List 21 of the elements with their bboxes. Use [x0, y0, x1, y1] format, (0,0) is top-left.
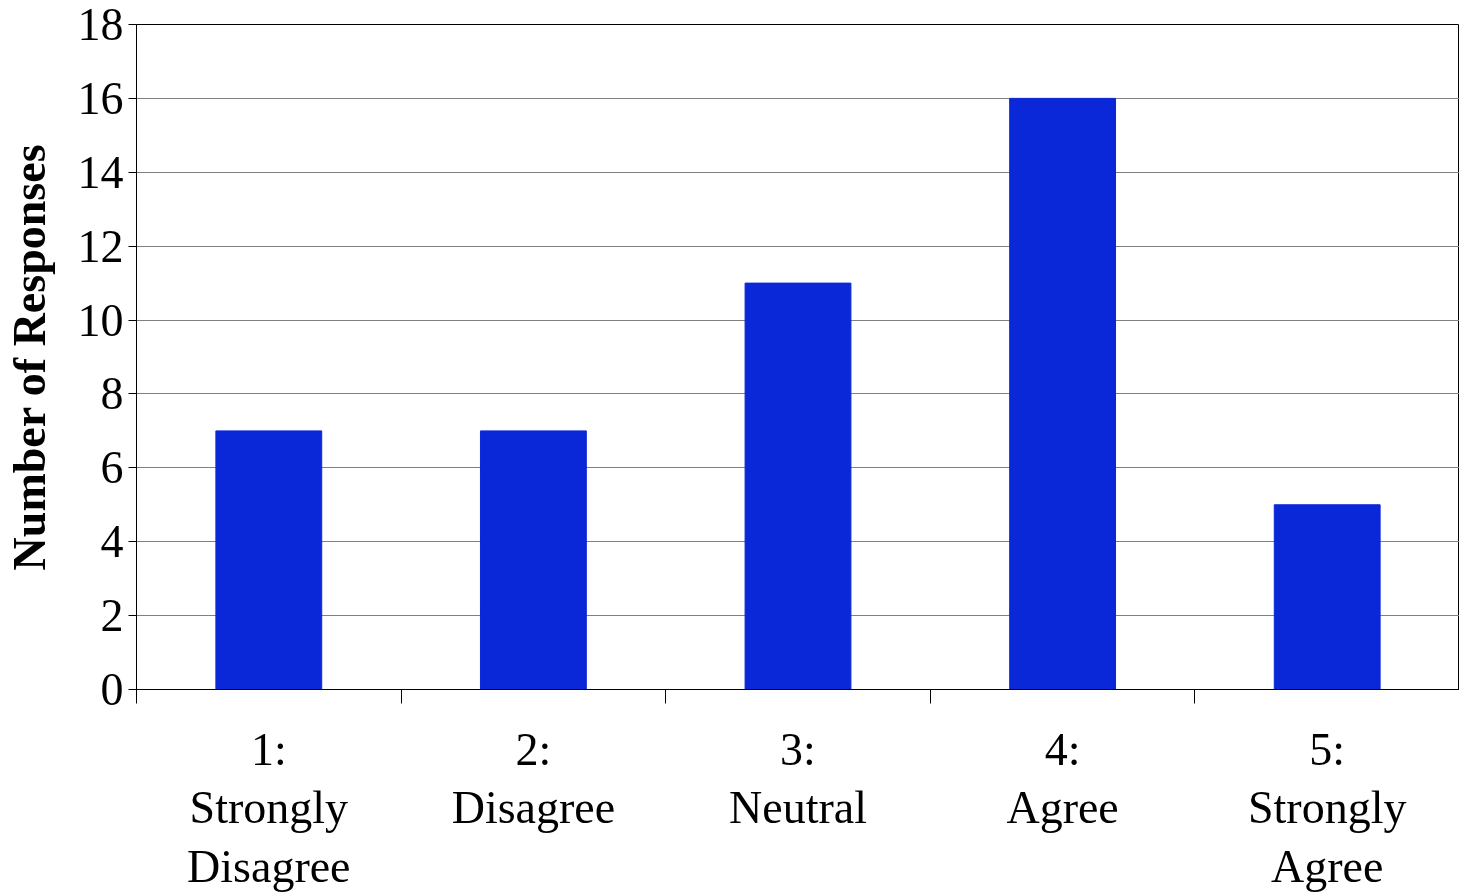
- y-tick-label: 14: [77, 146, 124, 198]
- y-tick-label: 8: [100, 368, 124, 420]
- x-tick-label: 3: Neutral: [729, 723, 867, 834]
- y-tick-label: 6: [100, 442, 124, 494]
- bar: [215, 430, 323, 690]
- x-tick-label: 4: Agree: [1006, 723, 1119, 834]
- y-tick-label: 16: [77, 72, 124, 124]
- bar: [479, 430, 587, 690]
- bar: [744, 282, 852, 690]
- y-tick-label: 12: [77, 220, 124, 272]
- bar: [1009, 97, 1117, 690]
- y-tick-label: 4: [100, 516, 124, 568]
- y-tick-label: 2: [100, 590, 124, 642]
- bar: [1273, 504, 1381, 690]
- y-tick-label: 0: [100, 664, 124, 715]
- y-tick-label: 18: [77, 0, 124, 50]
- x-tick-label: 5: Strongly Agree: [1247, 723, 1407, 892]
- y-tick-label: 10: [77, 294, 124, 346]
- x-tick-label: 1: Strongly Disagree: [187, 723, 351, 892]
- x-tick-label: 2: Disagree: [451, 723, 616, 834]
- y-axis-title: Number of Responses: [3, 144, 55, 571]
